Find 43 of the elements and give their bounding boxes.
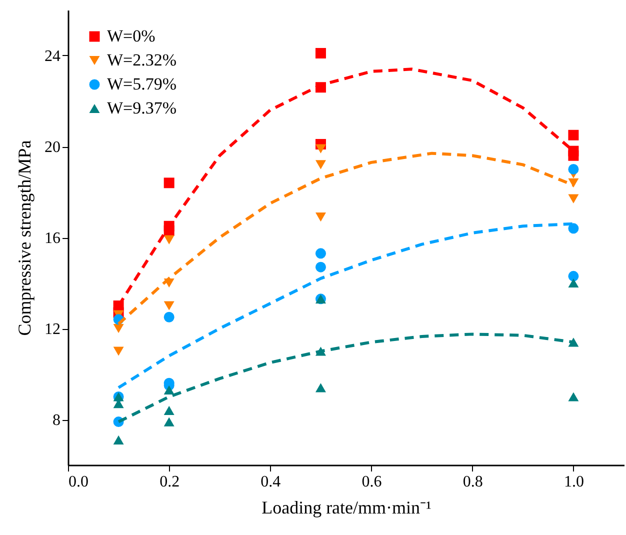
point (315, 160, 326, 170)
point (315, 262, 326, 272)
point (568, 150, 579, 161)
point (164, 235, 174, 244)
y-tick-label: 8 (52, 412, 60, 429)
point (164, 385, 174, 394)
x-tick-label: 0.0 (68, 474, 88, 490)
x-tick-label: 1.0 (564, 474, 584, 490)
point (164, 312, 174, 322)
x-tick-label: 0.4 (260, 474, 281, 490)
point (568, 270, 579, 282)
point (568, 278, 579, 288)
point (315, 248, 326, 259)
point (113, 435, 124, 445)
x-axis-title: Loading rate/mm·min⁻¹ (262, 498, 432, 518)
legend-label: W=5.79% (107, 74, 177, 94)
point (113, 324, 124, 334)
point (568, 130, 579, 140)
point (315, 144, 326, 154)
y-axis-title: Compressive strength/MPa (14, 140, 34, 336)
point (164, 301, 174, 310)
point (315, 383, 326, 392)
point (568, 392, 579, 402)
y-tick-label: 16 (44, 230, 60, 247)
point (568, 223, 579, 234)
point (164, 417, 174, 426)
point (164, 406, 174, 415)
x-tick-label: 0.2 (160, 474, 180, 490)
legend-label: W=0% (107, 26, 156, 46)
point (315, 48, 326, 58)
legend-label: W=9.37% (107, 98, 177, 118)
x-tick-label: 0.8 (462, 474, 483, 490)
x-tick-label: 0.6 (362, 474, 382, 490)
y-tick-label: 12 (44, 321, 60, 338)
point (113, 346, 124, 356)
legend-label: W=2.32% (107, 50, 177, 70)
point (568, 164, 579, 174)
point (164, 178, 174, 188)
point (568, 178, 579, 188)
point (568, 194, 579, 204)
y-tick-label: 20 (44, 139, 60, 156)
y-tick-label: 24 (44, 48, 60, 65)
point (315, 212, 326, 222)
